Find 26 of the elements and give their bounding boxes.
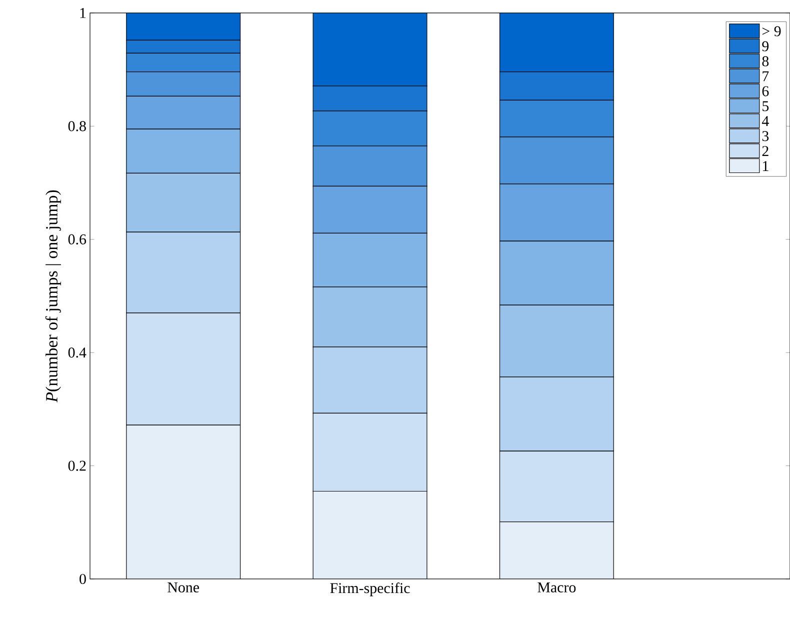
bar <box>312 490 428 579</box>
legend-label: 9 <box>762 41 769 52</box>
legend-label: > 9 <box>762 26 781 36</box>
y-axis-title: P(number of jumps | one jump) <box>45 190 61 402</box>
legend-label: 3 <box>762 131 769 142</box>
y-tick-label: 0.8 <box>68 121 86 132</box>
bar <box>126 424 241 579</box>
y-tick-label: 1 <box>80 8 86 18</box>
x-tick-label: None <box>168 582 199 592</box>
bar <box>312 12 428 86</box>
bar <box>499 522 614 579</box>
legend-label: 4 <box>762 116 769 126</box>
legend-label: 2 <box>762 146 768 156</box>
legend-label: 7 <box>762 71 769 82</box>
bar <box>499 12 614 72</box>
x-tick-label: Firm-specific <box>330 582 410 596</box>
x-tick-label: Macro <box>538 582 576 592</box>
y-tick-label: 0.6 <box>68 234 86 244</box>
legend-label: 5 <box>762 101 769 112</box>
y-tick-label: 0.4 <box>68 348 86 358</box>
legend-label: 8 <box>762 56 769 66</box>
legend-label: 6 <box>762 86 769 96</box>
y-tick-label: 0.2 <box>68 460 86 471</box>
y-tick-label: 0 <box>80 574 86 584</box>
legend-label: 1 <box>763 161 768 171</box>
bar <box>126 12 241 40</box>
